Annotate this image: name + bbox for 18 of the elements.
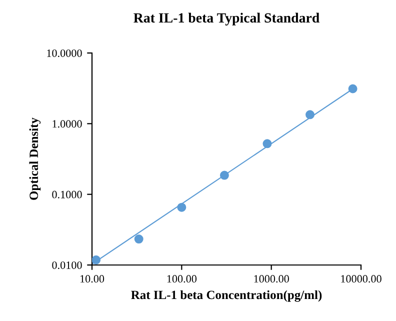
x-tick-label: 10.00: [80, 275, 104, 283]
x-tick-label: 1000.00: [254, 275, 289, 283]
point: [262, 139, 272, 148]
y-axis-title: Optical Density: [29, 118, 41, 200]
y-tick-label: 1.0000: [52, 120, 82, 128]
point: [177, 202, 186, 212]
point: [92, 255, 101, 264]
point: [306, 110, 315, 120]
x-axis-title: Rat IL-1 beta Concentration(pg/ml): [131, 290, 322, 302]
y-tick-label: 0.1000: [52, 190, 82, 198]
point: [134, 234, 144, 244]
y-tick-label: 0.0100: [52, 261, 82, 270]
x-tick-label: 100.00: [167, 275, 197, 283]
point: [348, 84, 358, 94]
chart-title: Rat IL-1 beta Typical Standard: [134, 12, 320, 26]
x-tick-label: 10000.00: [341, 275, 382, 283]
y-tick-label: 10.0000: [47, 49, 82, 58]
point: [220, 170, 229, 180]
